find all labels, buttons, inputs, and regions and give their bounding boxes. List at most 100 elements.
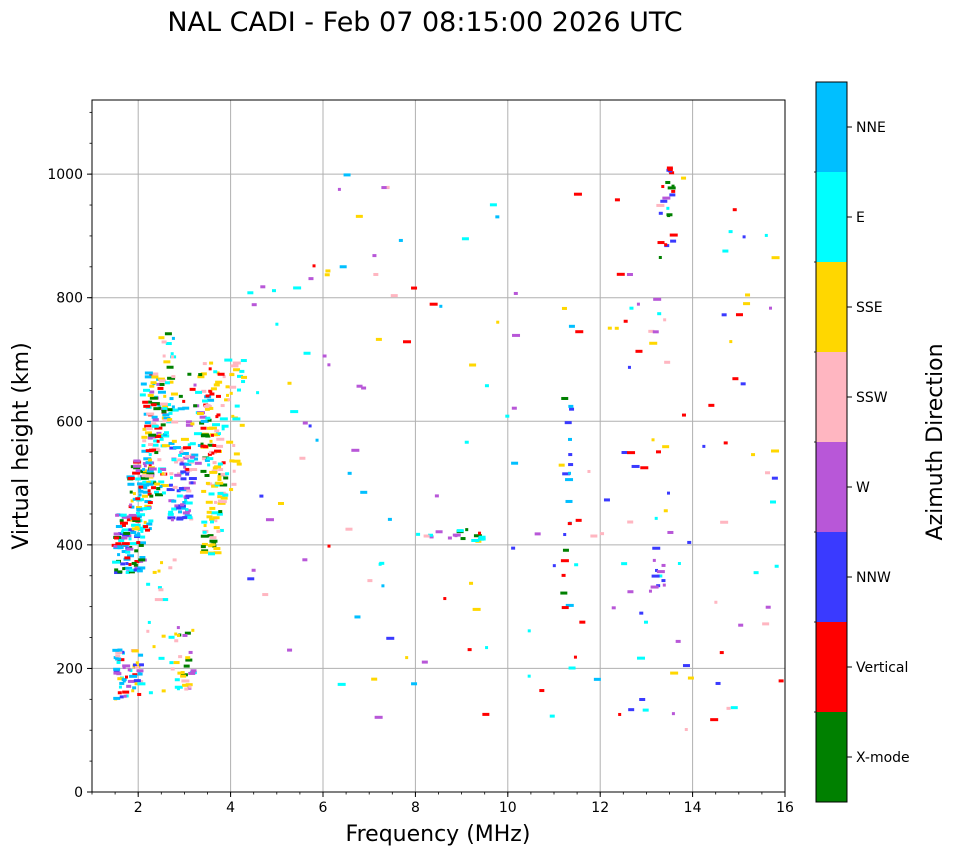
echo-point xyxy=(579,620,586,624)
echo-point xyxy=(671,189,676,193)
echo-point xyxy=(472,607,481,611)
echo-point xyxy=(162,413,170,417)
echo-point xyxy=(215,481,224,485)
echo-point xyxy=(130,542,138,546)
echo-point xyxy=(681,413,686,417)
echo-point xyxy=(136,507,143,511)
echo-point xyxy=(684,728,688,732)
echo-point xyxy=(661,579,666,583)
echo-point xyxy=(573,655,577,659)
echo-point xyxy=(222,375,226,379)
echo-point xyxy=(170,518,174,522)
echo-point xyxy=(562,472,571,476)
echo-point xyxy=(162,405,169,409)
echo-point xyxy=(178,487,184,491)
echo-point xyxy=(167,403,172,407)
echo-point xyxy=(217,491,224,495)
echo-point xyxy=(174,632,178,636)
echo-point xyxy=(167,408,173,412)
echo-point xyxy=(128,562,132,566)
echo-point xyxy=(182,511,190,515)
echo-point xyxy=(675,639,681,643)
echo-point xyxy=(167,516,176,520)
echo-point xyxy=(156,382,161,386)
echo-point xyxy=(337,682,346,686)
colorbar-segment xyxy=(816,172,847,262)
echo-point xyxy=(216,437,225,441)
echo-point xyxy=(230,364,239,368)
echo-point xyxy=(174,473,182,477)
echo-point xyxy=(117,691,122,695)
echo-point xyxy=(148,519,154,523)
echo-point xyxy=(121,542,130,546)
echo-point xyxy=(390,294,398,298)
y-axis-label: Virtual height (km) xyxy=(9,342,34,549)
echo-point xyxy=(655,568,659,572)
echo-point xyxy=(361,386,367,390)
echo-point xyxy=(119,681,125,685)
echo-point xyxy=(120,562,126,566)
echo-point xyxy=(618,712,622,716)
echo-point xyxy=(185,494,194,498)
echo-point xyxy=(171,507,178,511)
echo-point xyxy=(129,669,133,673)
echo-point xyxy=(189,387,196,391)
echo-point xyxy=(655,450,661,454)
echo-point xyxy=(139,393,146,397)
echo-point xyxy=(178,510,183,514)
echo-point xyxy=(381,584,385,588)
echo-point xyxy=(202,399,209,403)
echo-point xyxy=(146,482,154,486)
echo-point xyxy=(185,501,193,505)
data-points xyxy=(111,166,784,732)
echo-point xyxy=(721,313,727,317)
echo-point xyxy=(132,673,138,677)
echo-point xyxy=(202,530,207,534)
echo-point xyxy=(565,478,574,482)
echo-point xyxy=(563,533,567,537)
colorbar-segment xyxy=(816,262,847,352)
echo-point xyxy=(202,362,207,366)
colorbar-segment xyxy=(816,532,847,622)
echo-point xyxy=(565,603,574,607)
echo-point xyxy=(411,286,418,290)
echo-point xyxy=(200,545,206,549)
echo-point xyxy=(147,480,156,484)
echo-point xyxy=(564,421,572,425)
echo-point xyxy=(160,484,169,488)
echo-point xyxy=(216,512,223,516)
echo-point xyxy=(575,518,582,522)
echo-point xyxy=(176,626,180,630)
echo-point xyxy=(113,532,120,536)
echo-point xyxy=(374,715,383,719)
echo-point xyxy=(729,340,733,344)
echo-point xyxy=(512,333,521,337)
echo-point xyxy=(123,531,131,535)
echo-point xyxy=(129,568,137,572)
echo-point xyxy=(367,579,373,583)
echo-point xyxy=(664,360,671,364)
echo-point xyxy=(681,176,687,180)
echo-point xyxy=(152,570,157,574)
y-tick-label: 800 xyxy=(56,291,83,307)
echo-point xyxy=(217,462,223,466)
echo-point xyxy=(664,243,668,247)
echo-point xyxy=(129,546,133,550)
echo-point xyxy=(469,363,477,367)
echo-point xyxy=(142,427,147,431)
echo-point xyxy=(287,381,292,385)
echo-point xyxy=(127,476,135,480)
echo-point xyxy=(140,498,144,502)
echo-point xyxy=(568,404,574,408)
echo-point xyxy=(745,293,751,297)
echo-point xyxy=(171,458,177,462)
echo-point xyxy=(154,490,160,494)
echo-point xyxy=(347,471,352,475)
echo-point xyxy=(205,481,210,485)
echo-point xyxy=(153,439,159,443)
echo-point xyxy=(114,568,119,572)
echo-point xyxy=(213,383,220,387)
echo-point xyxy=(628,708,635,712)
echo-point xyxy=(113,544,121,548)
echo-point xyxy=(327,544,331,548)
